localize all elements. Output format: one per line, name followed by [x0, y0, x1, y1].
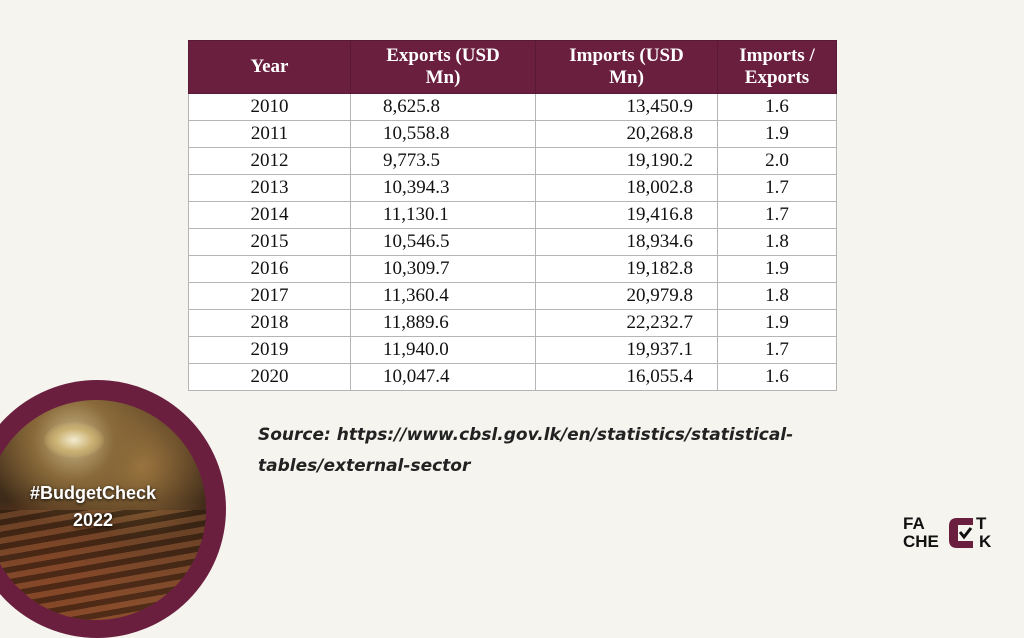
cell-ratio: 1.6	[717, 363, 837, 391]
table-row: 2017 11,360.4 20,979.8 1.8	[188, 282, 837, 310]
cell-exports: 11,360.4	[350, 282, 536, 310]
cell-imports: 13,450.9	[535, 93, 718, 121]
source-citation: Source: https://www.cbsl.gov.lk/en/stati…	[258, 420, 858, 482]
cell-exports: 10,047.4	[350, 363, 536, 391]
header-exports: Exports (USD Mn)	[350, 40, 536, 94]
cell-exports: 8,625.8	[350, 93, 536, 121]
cell-year: 2018	[188, 309, 351, 337]
cell-imports: 18,002.8	[535, 174, 718, 202]
cell-ratio: 1.7	[717, 201, 837, 229]
logo-che-text: CHE	[903, 532, 939, 551]
badge-hashtag: #BudgetCheck	[29, 483, 157, 503]
table-row: 2016 10,309.7 19,182.8 1.9	[188, 255, 837, 283]
cell-year: 2011	[188, 120, 351, 148]
cell-imports: 19,190.2	[535, 147, 718, 175]
trade-table: Year Exports (USD Mn) Imports (USD Mn) Imp…	[188, 40, 837, 391]
cell-exports: 9,773.5	[350, 147, 536, 175]
cell-ratio: 1.9	[717, 309, 837, 337]
table-header-row: Year Exports (USD Mn) Imports (USD Mn) Imp…	[188, 40, 837, 94]
table-row: 2015 10,546.5 18,934.6 1.8	[188, 228, 837, 256]
cell-ratio: 1.7	[717, 174, 837, 202]
logo-fact-text: FA	[903, 514, 925, 533]
header-ratio: Imports / Exports	[717, 40, 837, 94]
logo-t-text: T	[976, 514, 987, 533]
header-imports: Imports (USD Mn)	[535, 40, 718, 94]
cell-ratio: 1.7	[717, 336, 837, 364]
cell-year: 2013	[188, 174, 351, 202]
cell-year: 2014	[188, 201, 351, 229]
check-icon	[958, 527, 973, 540]
cell-ratio: 1.6	[717, 93, 837, 121]
cell-imports: 19,937.1	[535, 336, 718, 364]
cell-year: 2016	[188, 255, 351, 283]
cell-ratio: 2.0	[717, 147, 837, 175]
cell-ratio: 1.8	[717, 282, 837, 310]
cell-year: 2020	[188, 363, 351, 391]
cell-year: 2010	[188, 93, 351, 121]
cell-exports: 11,130.1	[350, 201, 536, 229]
table-row: 2012 9,773.5 19,190.2 2.0	[188, 147, 837, 175]
source-line-2: tables/external-sector	[258, 456, 471, 476]
cell-imports: 16,055.4	[535, 363, 718, 391]
badge-text: #BudgetCheck 2022	[0, 480, 186, 534]
logo-c-mark	[949, 518, 973, 548]
badge-year: 2022	[72, 510, 114, 530]
chandelier-shape	[44, 422, 104, 458]
logo-k-text: K	[979, 532, 992, 551]
table-row: 2018 11,889.6 22,232.7 1.9	[188, 309, 837, 337]
cell-exports: 10,309.7	[350, 255, 536, 283]
cell-year: 2012	[188, 147, 351, 175]
cell-exports: 10,558.8	[350, 120, 536, 148]
table-row: 2013 10,394.3 18,002.8 1.7	[188, 174, 837, 202]
cell-exports: 11,889.6	[350, 309, 536, 337]
source-line-1: Source: https://www.cbsl.gov.lk/en/stati…	[258, 425, 794, 445]
cell-exports: 10,546.5	[350, 228, 536, 256]
cell-year: 2019	[188, 336, 351, 364]
cell-imports: 19,416.8	[535, 201, 718, 229]
table-row: 2011 10,558.8 20,268.8 1.9	[188, 120, 837, 148]
table-row: 2010 8,625.8 13,450.9 1.6	[188, 93, 837, 121]
cell-exports: 10,394.3	[350, 174, 536, 202]
cell-ratio: 1.8	[717, 228, 837, 256]
cell-imports: 20,979.8	[535, 282, 718, 310]
cell-imports: 20,268.8	[535, 120, 718, 148]
table-row: 2020 10,047.4 16,055.4 1.6	[188, 363, 837, 391]
cell-exports: 11,940.0	[350, 336, 536, 364]
cell-year: 2015	[188, 228, 351, 256]
fact-check-logo: FA T CHE K	[903, 514, 992, 551]
cell-ratio: 1.9	[717, 255, 837, 283]
cell-imports: 18,934.6	[535, 228, 718, 256]
cell-imports: 19,182.8	[535, 255, 718, 283]
header-year: Year	[188, 40, 351, 94]
cell-year: 2017	[188, 282, 351, 310]
cell-imports: 22,232.7	[535, 309, 718, 337]
table-row: 2014 11,130.1 19,416.8 1.7	[188, 201, 837, 229]
table-row: 2019 11,940.0 19,937.1 1.7	[188, 336, 837, 364]
cell-ratio: 1.9	[717, 120, 837, 148]
